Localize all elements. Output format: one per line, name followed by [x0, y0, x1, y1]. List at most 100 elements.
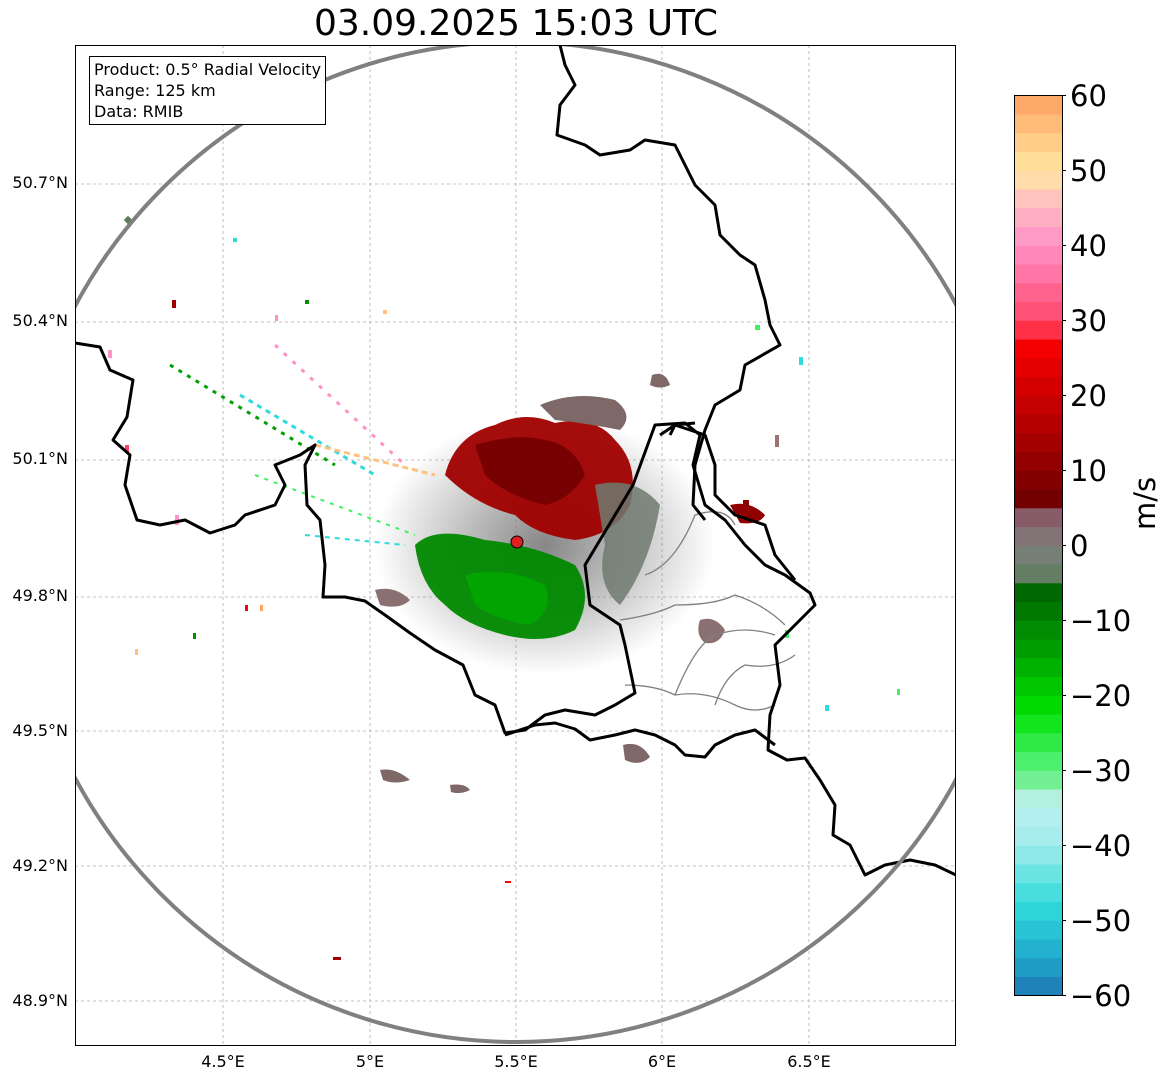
colorbar-band [1014, 414, 1063, 434]
speckle [383, 310, 387, 314]
colorbar-band [1014, 564, 1063, 584]
echo-cell-south-2 [450, 784, 470, 794]
echo-cell-south [623, 743, 650, 763]
speckle [125, 445, 129, 453]
colorbar-band [1014, 601, 1063, 621]
clutter-streak-2 [239, 393, 376, 477]
clutter-streak-4 [314, 443, 436, 477]
colorbar-band [1014, 245, 1063, 265]
colorbar-band [1014, 320, 1063, 340]
colorbar-band [1014, 114, 1063, 134]
receding-echo-fringe [540, 396, 627, 430]
colorbar-band [1014, 95, 1063, 115]
speckle [260, 605, 263, 611]
colorbar-band [1014, 339, 1063, 359]
range-label: Range: 125 km [94, 81, 216, 100]
lat-label-49.8: 49.8°N [12, 586, 68, 605]
colorbar-band [1014, 658, 1063, 678]
lat-label-50.7: 50.7°N [12, 173, 68, 192]
colorbar-band [1014, 264, 1063, 284]
speckle [233, 238, 237, 242]
colorbar-tick-label: 30 [1070, 303, 1107, 338]
colorbar-band [1014, 958, 1063, 978]
speckle [755, 325, 760, 330]
colorbar-band [1014, 901, 1063, 921]
colorbar-tick-label: 0 [1070, 528, 1089, 563]
colorbar-tick-label: −40 [1070, 828, 1132, 863]
speckle [135, 649, 138, 655]
colorbar-band [1014, 189, 1063, 209]
speckle [193, 633, 196, 639]
radar-site-marker[interactable] [510, 535, 524, 549]
colorbar-band [1014, 451, 1063, 471]
echo-cell-east [698, 618, 725, 644]
lon-label-6: 6°E [647, 1052, 677, 1071]
echo-cell-north-east [650, 373, 670, 388]
speckle [275, 315, 278, 321]
colorbar-band [1014, 395, 1063, 415]
speckle [799, 357, 803, 365]
colorbar-band [1014, 808, 1063, 828]
colorbar-band [1014, 826, 1063, 846]
lon-label-4.5: 4.5°E [201, 1052, 245, 1071]
colorbar-band [1014, 676, 1063, 696]
lat-label-50.4: 50.4°N [12, 311, 68, 330]
lat-label-50.1: 50.1°N [12, 449, 68, 468]
echo-cell-south-west [380, 769, 410, 783]
colorbar-band [1014, 883, 1063, 903]
colorbar-unit-label: m/s [1128, 476, 1162, 530]
colorbar-band [1014, 620, 1063, 640]
province-borders [619, 511, 796, 711]
colorbar-band [1014, 151, 1063, 171]
colorbar-band [1014, 714, 1063, 734]
clutter-streak-6 [304, 534, 406, 546]
echo-east-fringe [595, 482, 660, 605]
colorbar-tick-label: 40 [1070, 228, 1107, 263]
product-label: Product: 0.5° Radial Velocity [94, 60, 322, 79]
colorbar-tick-label: −20 [1070, 678, 1132, 713]
speckle [897, 689, 900, 695]
colorbar-band [1014, 526, 1063, 546]
colorbar-band [1014, 170, 1063, 190]
speckle [245, 605, 248, 611]
colorbar-tick-label: −30 [1070, 753, 1132, 788]
speckle [305, 300, 309, 304]
data-source-label: Data: RMIB [94, 102, 184, 121]
colorbar-tick-label: −50 [1070, 903, 1132, 938]
colorbar-band [1014, 845, 1063, 865]
lon-label-6.5: 6.5°E [787, 1052, 831, 1071]
colorbar-tick-label: −10 [1070, 603, 1132, 638]
colorbar-band [1014, 939, 1063, 959]
speckle [175, 515, 179, 525]
colorbar-band [1014, 283, 1063, 303]
lat-label-48.9: 48.9°N [12, 991, 68, 1010]
colorbar-band [1014, 301, 1063, 321]
colorbar-band [1014, 208, 1063, 228]
radar-map-canvas[interactable] [75, 45, 956, 1046]
speckle [333, 957, 341, 960]
radar-map[interactable] [75, 45, 956, 1046]
colorbar-band [1014, 639, 1063, 659]
speckle [108, 350, 112, 358]
colorbar-band [1014, 508, 1063, 528]
speckle [775, 435, 779, 447]
colorbar-tick-label: 50 [1070, 153, 1107, 188]
colorbar-band [1014, 695, 1063, 715]
colorbar-band [1014, 789, 1063, 809]
colorbar-band [1014, 751, 1063, 771]
colorbar-tick-label: 20 [1070, 378, 1107, 413]
national-borders [75, 45, 956, 877]
colorbar-band [1014, 358, 1063, 378]
lon-label-5.5: 5.5°E [494, 1052, 538, 1071]
map-border [75, 45, 956, 1046]
lat-label-49.2: 49.2°N [12, 856, 68, 875]
product-info-box: Product: 0.5° Radial Velocity Range: 125… [89, 56, 327, 125]
colorbar-bands [1014, 95, 1063, 996]
echo-cell-northeast [730, 503, 765, 524]
radar-echoes [108, 215, 900, 960]
colorbar-tick-label: 60 [1070, 78, 1107, 113]
echo-cell-west [375, 588, 410, 607]
lat-label-49.5: 49.5°N [12, 721, 68, 740]
speckle [743, 500, 749, 510]
colorbar-band [1014, 489, 1063, 509]
